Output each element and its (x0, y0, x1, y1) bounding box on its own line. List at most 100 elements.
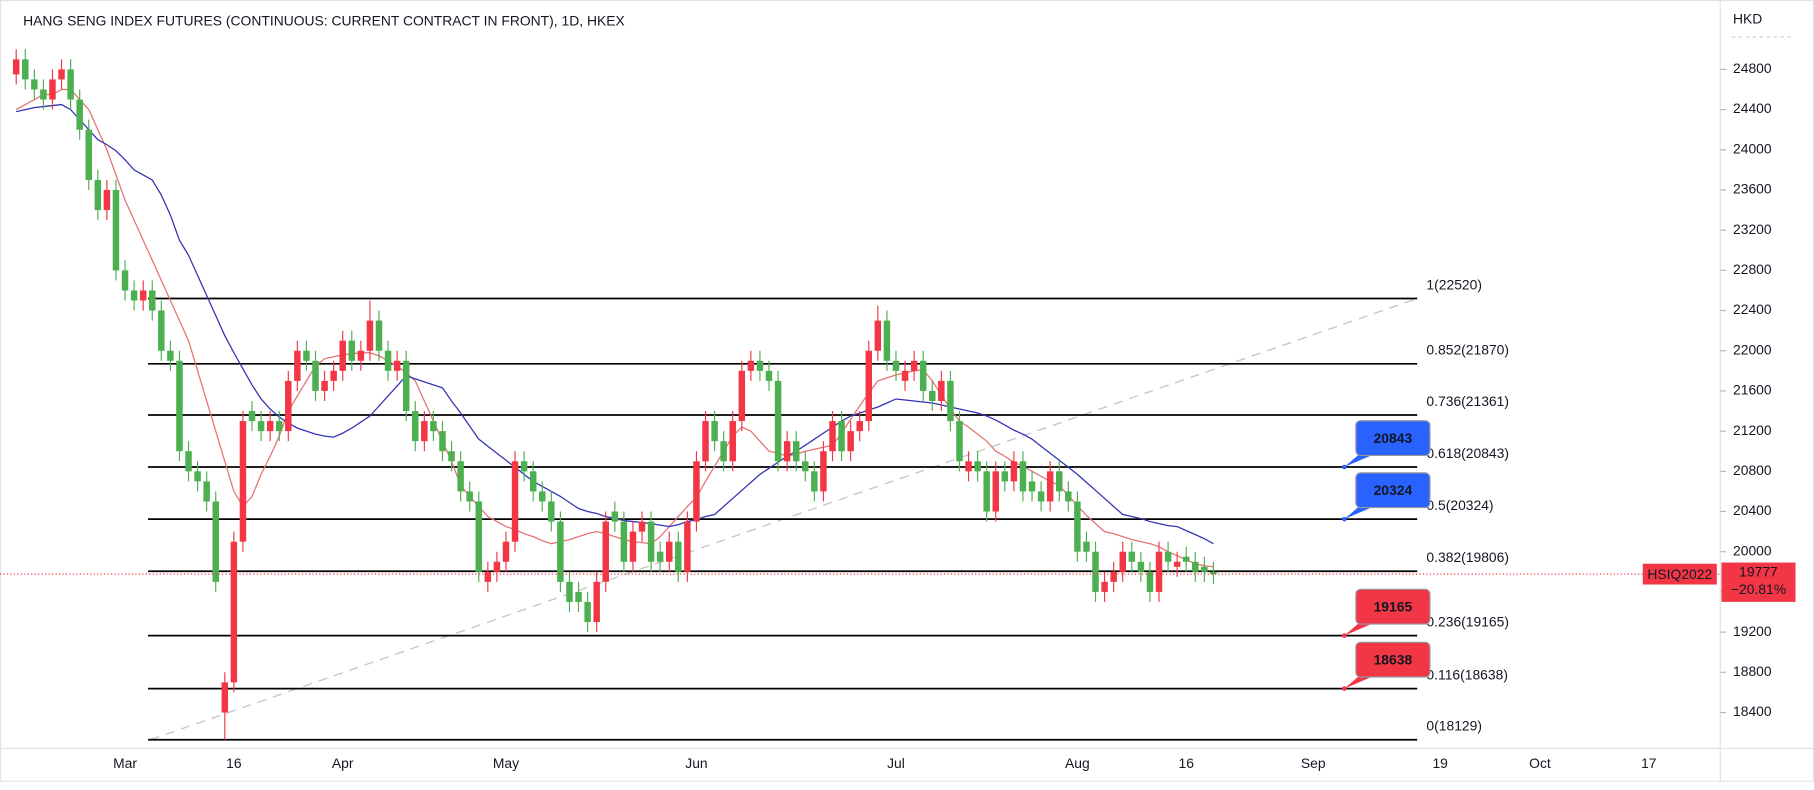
candle-body (393, 360, 401, 371)
candle-body (40, 89, 47, 100)
candle-body (1074, 501, 1081, 552)
fib-level-label: 0(18129) (1426, 718, 1482, 734)
y-tick-label: 20000 (1733, 542, 1772, 558)
fib-level-label: 0.236(19165) (1426, 614, 1509, 630)
fib-level-label: 1(22520) (1426, 276, 1482, 292)
candle-body (956, 421, 963, 462)
candle-body (294, 350, 301, 381)
candle-body (638, 521, 646, 532)
candle-body (412, 411, 419, 442)
callout-box (1355, 420, 1431, 457)
candle-body (865, 350, 873, 422)
candle-body (185, 451, 192, 472)
candle-body (1137, 561, 1145, 572)
fib-level-label: 0.382(19806) (1426, 549, 1509, 565)
candle-body (221, 682, 229, 713)
candle-body (656, 551, 664, 562)
candle-body (285, 380, 292, 432)
candle-body (439, 431, 446, 452)
candle-body (1173, 561, 1181, 567)
candle-body (312, 360, 319, 391)
y-tick-label: 23600 (1733, 181, 1772, 197)
callout-box (1355, 641, 1431, 678)
candle-body (248, 411, 256, 422)
candle-body (502, 541, 510, 562)
candle-body (1119, 551, 1126, 572)
candle-body (121, 270, 129, 291)
candle-body (575, 591, 582, 602)
y-tick-label: 24800 (1733, 60, 1772, 76)
fib-level-label: 0.5(20324) (1426, 497, 1493, 513)
candle-body (711, 421, 718, 442)
candle-body (947, 380, 954, 422)
candle-body (384, 350, 392, 371)
candle-body (1192, 561, 1199, 572)
candle-body (67, 69, 74, 100)
candle-body (1001, 471, 1009, 482)
candle-body (838, 421, 845, 452)
callout-label: 20324 (1374, 482, 1413, 498)
candle-body (847, 431, 854, 452)
candle-body (647, 521, 655, 562)
candle-body (802, 461, 809, 472)
candle-body (539, 491, 546, 502)
candle-body (194, 471, 201, 482)
candle-body (910, 360, 918, 371)
candle-body (511, 461, 519, 542)
candle-body (820, 451, 827, 492)
candle-body (929, 390, 936, 401)
candle-body (874, 320, 882, 351)
candle-body (756, 360, 764, 371)
candle-body (611, 511, 619, 522)
callout-box (1355, 472, 1431, 509)
x-tick-label: 19 (1432, 755, 1448, 771)
candle-body (230, 541, 238, 683)
symbol-label: HSIQ2022 (1647, 566, 1712, 582)
candle-body (212, 501, 219, 582)
candle-body (1128, 551, 1136, 562)
candle-body (239, 421, 247, 542)
candle-body (430, 421, 437, 432)
callout-pointer (1344, 505, 1377, 520)
y-tick-label: 21600 (1733, 382, 1772, 398)
candle-body (303, 350, 310, 361)
candle-body (992, 471, 999, 512)
callout-pointer (1344, 674, 1377, 689)
candle-body (901, 370, 909, 381)
callout-pointer (1344, 621, 1377, 636)
candle-body (1046, 471, 1054, 502)
candle-body (520, 461, 528, 472)
x-tick-label: 17 (1641, 755, 1657, 771)
callout-anchor (1341, 516, 1347, 522)
candle-body (76, 99, 83, 130)
candle-body (693, 461, 700, 522)
candle-body (339, 340, 346, 371)
candle-body (1092, 551, 1099, 592)
y-tick-label: 23200 (1733, 221, 1772, 237)
candle-body (94, 179, 102, 211)
candle-body (58, 69, 65, 80)
candle-body (1164, 551, 1172, 562)
x-tick-label: 16 (1179, 755, 1195, 771)
candle-body (1210, 571, 1217, 575)
candle-body (257, 421, 265, 432)
candle-body (548, 501, 555, 522)
candle-body (774, 380, 782, 462)
candle-body (275, 421, 283, 432)
candle-body (139, 290, 147, 301)
price-unit: HKD (1733, 10, 1762, 26)
candle-body (729, 421, 736, 462)
y-tick-label: 20400 (1733, 502, 1772, 518)
candle-body (811, 471, 818, 492)
candle-body (1155, 551, 1163, 592)
x-tick-label: Jun (685, 755, 707, 771)
candle-body (457, 461, 464, 492)
candle-body (1101, 581, 1108, 592)
candle-body (357, 350, 365, 361)
candle-body (1201, 566, 1208, 572)
candle-body (1083, 541, 1090, 552)
candle-body (421, 421, 428, 442)
candle-body (1019, 461, 1027, 492)
y-tick-label: 22400 (1733, 301, 1772, 317)
